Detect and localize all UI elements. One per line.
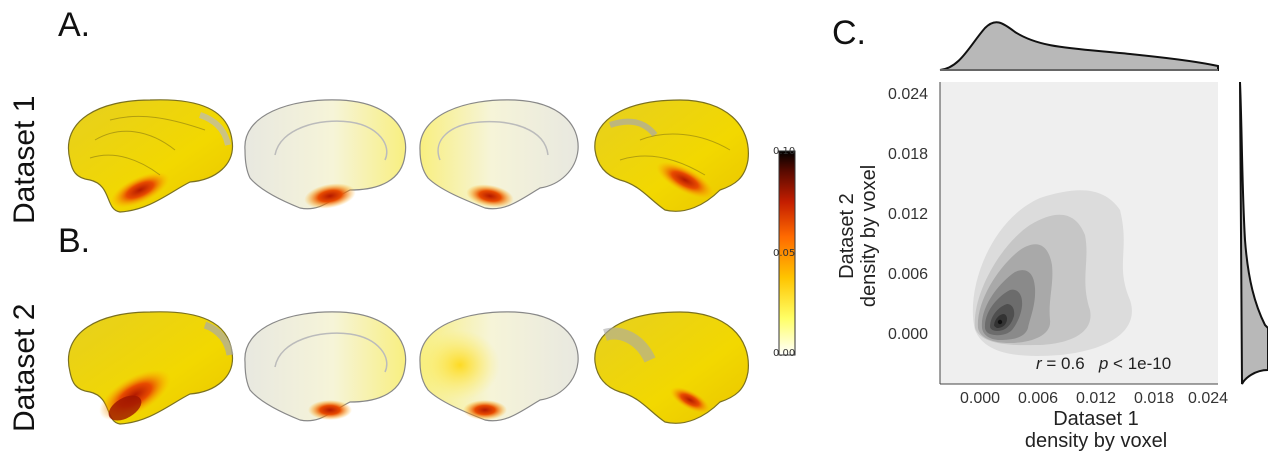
y-axis-label: Dataset 2 density by voxel [836,126,880,346]
brain-row1-right-lateral [594,99,749,212]
brain-row1-left-lateral [67,99,234,213]
marginal-y-density [1239,81,1268,385]
y-axis-label-line1: Dataset 2 [836,193,858,279]
stat-p-label: p [1098,354,1109,373]
brain-surfaces [67,99,749,425]
x-axis-label-line1: Dataset 1 [1053,408,1139,430]
panel-b-label: B. [58,222,91,260]
x-tick-4: 0.024 [1188,390,1229,407]
y-tick-3: 0.006 [888,266,929,283]
x-axis-label-line2: density by voxel [1024,430,1168,452]
brain-row2-right-lateral [594,311,749,424]
brain-row2-right-medial [419,311,579,422]
colorbar-max-label: 0.10 [773,146,796,157]
y-tick-2: 0.012 [888,206,929,223]
brain-row1-right-medial [419,99,579,210]
panel-c-label: C. [832,14,866,52]
brain-row1-left-medial [244,99,407,210]
marginal-x-density [939,21,1219,71]
density-contours [972,190,1132,356]
brain-row2-left-lateral [67,311,234,425]
stat-p-value: < 1e-10 [1108,354,1172,373]
stat-r-value: = 0.6 [1041,354,1085,373]
kde-joint-plot [939,21,1268,385]
colorbar-min-label: 0.00 [773,348,796,359]
x-tick-0: 0.000 [960,390,1001,407]
panel-a-label: A. [58,6,91,44]
x-tick-3: 0.018 [1134,390,1175,407]
stat-r-label: r [1036,354,1042,373]
y-tick-0: 0.024 [888,86,929,103]
colorbar-mid-label: 0.05 [773,248,796,259]
x-axis-label: Dataset 1 density by voxel [986,408,1206,452]
y-axis-label-line2: density by voxel [858,164,880,308]
y-tick-4: 0.000 [888,326,929,343]
x-tick-2: 0.012 [1076,390,1117,407]
stats-annotation: r = 0.6 p < 1e-10 [1036,354,1171,374]
y-tick-1: 0.018 [888,146,929,163]
colorbar [778,150,796,356]
x-tick-1: 0.006 [1018,390,1059,407]
brain-row2-left-medial [244,311,407,422]
